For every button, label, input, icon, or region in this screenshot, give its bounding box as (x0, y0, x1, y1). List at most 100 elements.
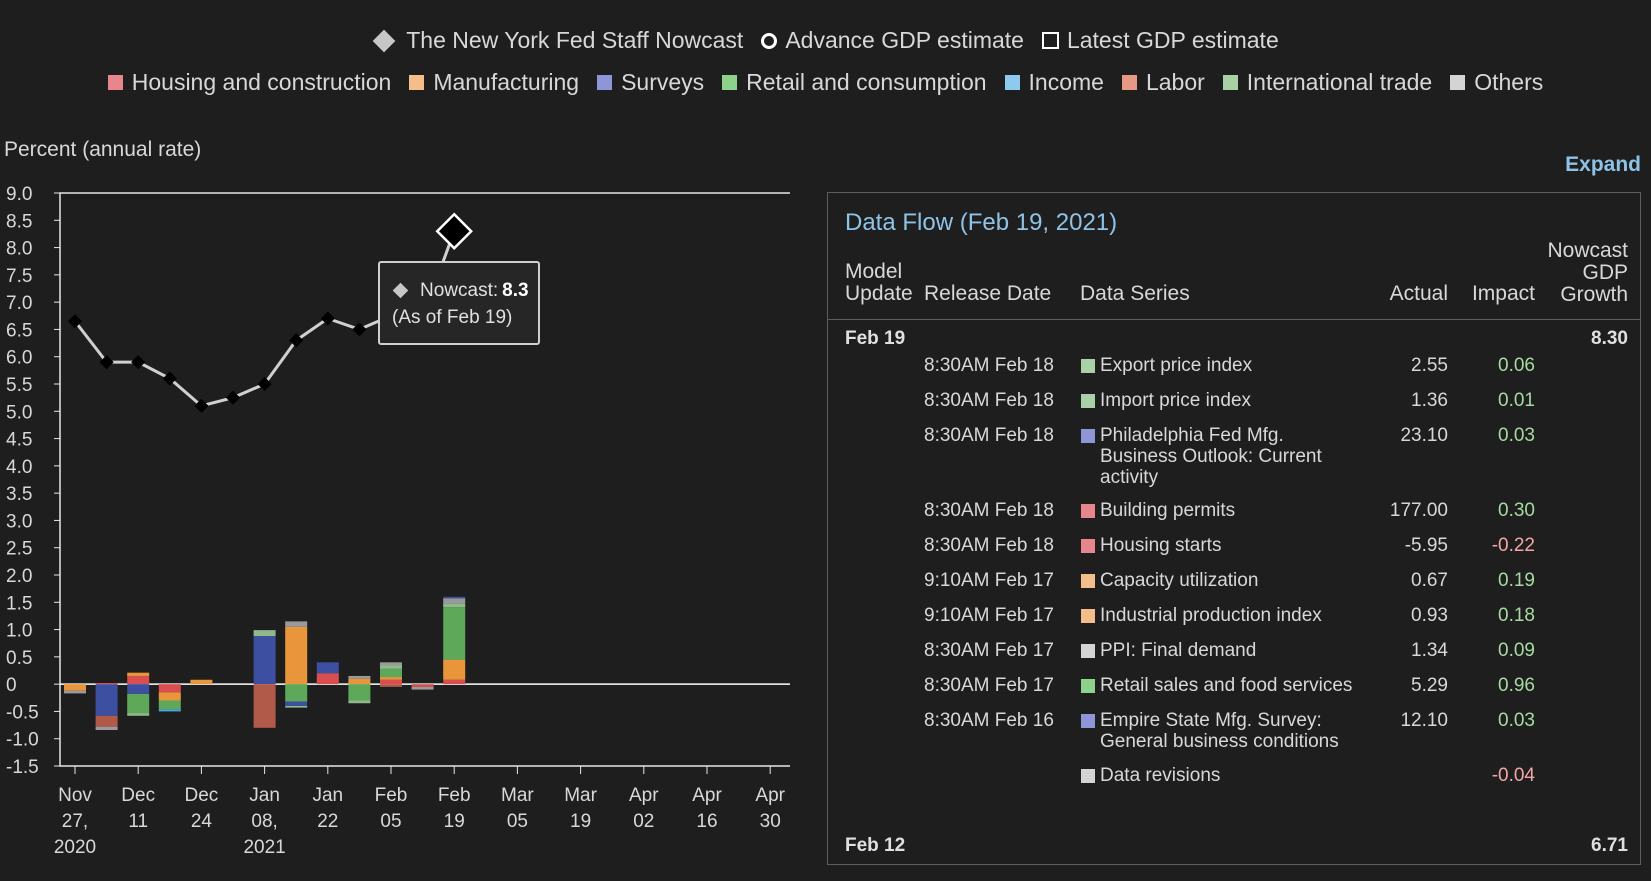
impact-bar-segment (95, 726, 118, 730)
x-tick-label: 27, (62, 811, 88, 832)
category-swatch (1081, 394, 1095, 408)
impact-bar-segment (443, 603, 466, 608)
legend-label: Housing and construction (131, 69, 392, 95)
nowcast-point (162, 371, 177, 386)
header-actual: Actual (1389, 282, 1448, 305)
data-series-cell: Data revisions (1100, 765, 1221, 786)
square-outline-icon (1041, 32, 1059, 49)
legend-item-category[interactable]: International trade (1222, 69, 1432, 96)
x-tick-label: Apr (755, 785, 785, 806)
legend-swatch (409, 75, 425, 90)
expand-link[interactable]: Expand (1565, 153, 1641, 176)
data-flow-panel: Data Flow (Feb 19, 2021) Model Update Re… (827, 192, 1641, 865)
nowcast-point (257, 376, 272, 392)
category-swatch (1081, 644, 1095, 658)
nowcast-tooltip: Nowcast: 8.3 (As of Feb 19) (378, 261, 540, 345)
release-date-cell: 9:10AM Feb 17 (924, 570, 1054, 591)
data-series-cell: Export price index (1100, 355, 1253, 376)
y-tick-label: 7.5 (6, 266, 32, 287)
legend-item-category[interactable]: Others (1450, 69, 1543, 96)
legend-item-nowcast[interactable]: The New York Fed Staff Nowcast (372, 27, 743, 54)
impact-bar-segment (443, 659, 466, 680)
category-swatch (1081, 609, 1095, 623)
impact-bar-segment (348, 684, 371, 701)
y-tick-label: 5.0 (6, 402, 32, 423)
legend-item-category[interactable]: Housing and construction (107, 69, 392, 96)
legend-item-latest-gdp[interactable]: Latest GDP estimate (1041, 27, 1279, 54)
impact-cell: -0.22 (1491, 535, 1535, 556)
x-tick-label: 22 (317, 811, 338, 832)
group-date-feb-12[interactable]: Feb 12 (845, 835, 906, 856)
legend-item-advance-gdp[interactable]: Advance GDP estimate (761, 27, 1024, 54)
x-tick-label: 05 (507, 811, 528, 832)
legend-swatch (1222, 75, 1238, 90)
header-text: GDP (1582, 261, 1628, 284)
category-swatch (1081, 679, 1095, 693)
y-tick-label: 5.5 (6, 375, 32, 396)
group-nowcast-feb-12: 6.71 (1591, 835, 1628, 856)
x-tick-label: 11 (128, 811, 148, 832)
nowcast-point (320, 311, 335, 326)
impact-bar-segment (253, 630, 276, 637)
legend-item-category[interactable]: Manufacturing (409, 69, 579, 96)
category-swatch (1081, 769, 1095, 783)
release-date-cell: 9:10AM Feb 17 (924, 605, 1054, 626)
impact-bar-segment (158, 692, 181, 701)
legend-item-category[interactable]: Labor (1121, 69, 1205, 96)
impact-bar-segment (348, 675, 371, 679)
impact-cell: 0.18 (1498, 605, 1535, 626)
y-axis-label: Percent (annual rate) (4, 138, 202, 161)
legend-label: The New York Fed Staff Nowcast (406, 27, 744, 53)
y-tick-label: 0.5 (6, 648, 32, 669)
x-tick-label: Feb (375, 785, 408, 806)
legend-item-category[interactable]: Retail and consumption (722, 69, 987, 96)
impact-bar-segment (316, 662, 339, 674)
impact-bar-segment (443, 596, 466, 599)
tooltip-label: Nowcast: (420, 279, 499, 301)
x-tick-label: Dec (121, 785, 155, 806)
nowcast-point (99, 355, 114, 370)
tooltip-value: 8.3 (502, 279, 529, 301)
impact-bar-segment (380, 677, 402, 680)
nowcast-point (289, 333, 304, 348)
impact-bar-segment (127, 675, 150, 685)
impact-bar-segment (190, 679, 213, 685)
data-series-cell: Capacity utilization (1100, 570, 1259, 591)
legend-item-category[interactable]: Income (1004, 69, 1104, 96)
data-series-cell: Housing starts (1100, 535, 1222, 556)
release-date-cell: 8:30AM Feb 18 (924, 535, 1054, 556)
category-swatch (1081, 574, 1095, 588)
panel-title: Data Flow (Feb 19, 2021) (845, 209, 1118, 236)
y-tick-label: 2.0 (6, 566, 32, 587)
legend-label: Manufacturing (433, 69, 580, 95)
nowcast-point (194, 398, 209, 413)
impact-bar-segment (95, 684, 118, 716)
impact-cell: 0.30 (1498, 500, 1535, 521)
impact-bar-segment (253, 684, 276, 728)
y-tick-label: 6.5 (6, 320, 32, 341)
impact-bar-segment (316, 673, 339, 685)
plot-frame (59, 192, 790, 767)
impact-bar-segment (285, 684, 308, 702)
header-release-date: Release Date (924, 282, 1052, 305)
impact-cell: 0.09 (1498, 640, 1535, 661)
category-swatch (1081, 359, 1095, 373)
legend-item-category[interactable]: Surveys (597, 69, 704, 96)
diamond-icon (392, 282, 409, 299)
impact-bar-segment (380, 662, 402, 666)
release-date-cell: 8:30AM Feb 18 (924, 390, 1054, 411)
legend-label: Advance GDP estimate (785, 27, 1024, 53)
circle-icon (761, 32, 778, 49)
nowcast-point (67, 314, 83, 329)
impact-bar-segment (285, 626, 308, 685)
y-tick-label: 9.0 (6, 184, 32, 205)
y-tick-label: 8.0 (6, 239, 32, 260)
actual-cell: 5.29 (1411, 675, 1448, 696)
actual-cell: 2.55 (1411, 355, 1448, 376)
y-tick-label: 0 (6, 675, 17, 696)
impact-bar-segment (127, 684, 150, 694)
legend-swatch (1004, 75, 1020, 90)
group-date-feb-19: Feb 19 (845, 328, 906, 349)
header-nowcast-gdp-growth: Nowcast GDP Growth (1518, 240, 1628, 306)
x-tick-label: Apr (692, 785, 722, 806)
